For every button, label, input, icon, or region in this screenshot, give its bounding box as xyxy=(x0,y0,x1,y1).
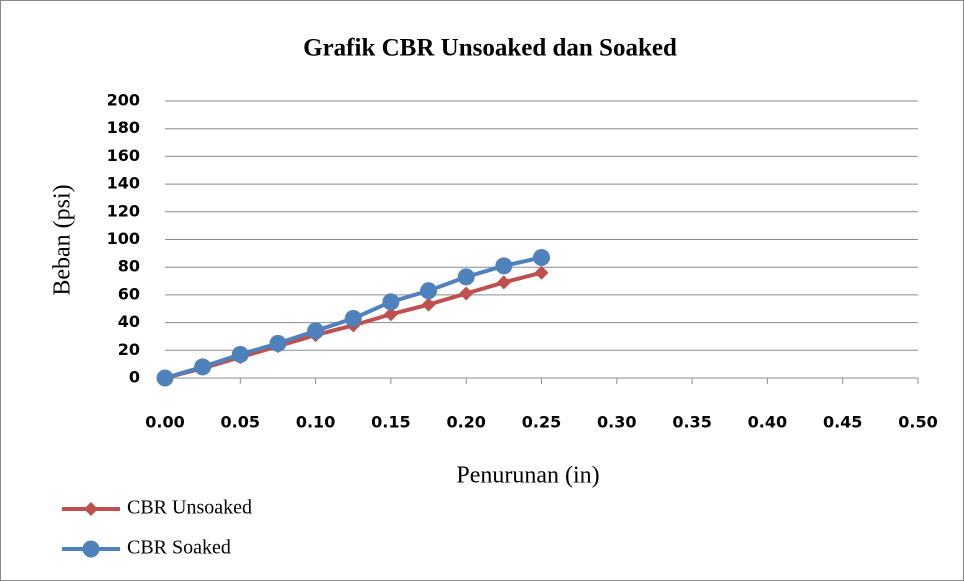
x-tick-label: 0.05 xyxy=(221,413,260,432)
legend-marker xyxy=(82,540,100,558)
y-tick-label: 200 xyxy=(107,91,140,110)
point-marker xyxy=(420,282,438,300)
y-tick-label: 180 xyxy=(107,118,140,137)
point-marker xyxy=(307,322,325,340)
y-tick-label: 20 xyxy=(118,340,140,359)
y-tick-label: 80 xyxy=(118,257,140,276)
y-tick-label: 140 xyxy=(107,174,140,193)
y-tick-label: 60 xyxy=(118,284,140,303)
point-marker xyxy=(382,293,400,311)
point-marker xyxy=(421,297,436,312)
point-marker xyxy=(194,358,212,376)
y-tick-label: 160 xyxy=(107,146,140,165)
point-marker xyxy=(495,257,513,275)
x-tick-label: 0.35 xyxy=(672,413,711,432)
x-axis-title: Penurunan (in) xyxy=(456,463,599,489)
point-marker xyxy=(534,265,549,280)
x-tick-label: 0.25 xyxy=(522,413,561,432)
x-tick-label: 0.40 xyxy=(748,413,787,432)
y-tick-label: 120 xyxy=(107,201,140,220)
x-tick-label: 0.45 xyxy=(823,413,862,432)
point-marker xyxy=(156,369,174,387)
y-tick-label: 40 xyxy=(118,312,140,331)
y-tick-label: 100 xyxy=(107,229,140,248)
point-marker xyxy=(383,307,398,322)
x-tick-label: 0.10 xyxy=(296,413,335,432)
y-axis-title: Beban (psi) xyxy=(50,184,76,295)
chart-title: Grafik CBR Unsoaked dan Soaked xyxy=(303,35,677,62)
point-marker xyxy=(459,286,474,301)
x-tick-label: 0.30 xyxy=(597,413,636,432)
legend-label: CBR Soaked xyxy=(127,537,231,559)
legend-marker xyxy=(84,502,98,516)
point-marker xyxy=(533,249,550,267)
point-marker xyxy=(231,345,249,363)
x-tick-label: 0.50 xyxy=(898,413,937,432)
x-tick-label: 0.00 xyxy=(145,413,184,432)
point-marker xyxy=(344,309,362,327)
y-tick-label: 0 xyxy=(129,368,140,387)
x-tick-label: 0.15 xyxy=(371,413,410,432)
point-marker xyxy=(496,275,511,290)
legend-label: CBR Unsoaked xyxy=(127,497,252,519)
point-marker xyxy=(457,268,475,286)
point-marker xyxy=(269,334,287,352)
x-tick-label: 0.20 xyxy=(446,413,485,432)
